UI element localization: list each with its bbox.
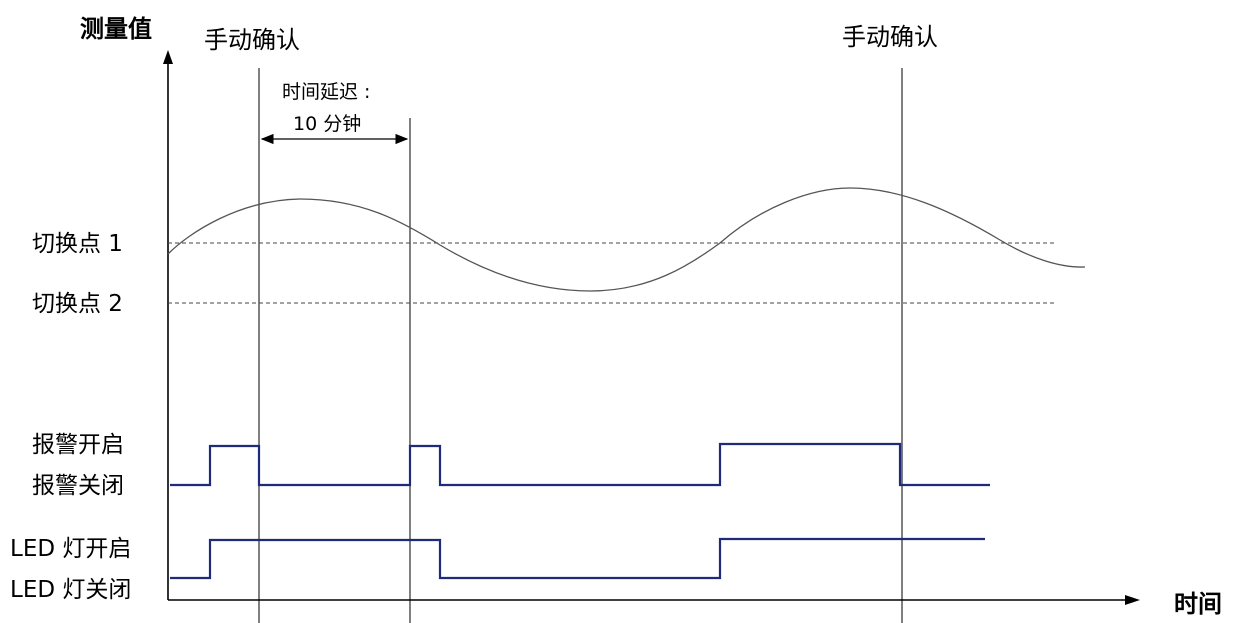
switch-point-1-label: 切换点 1 bbox=[32, 231, 123, 257]
alarm-off-label: 报警关闭 bbox=[32, 473, 124, 499]
led-signal-trace bbox=[170, 537, 985, 580]
x-axis-arrow-icon bbox=[1125, 595, 1140, 605]
alarm-signal-trace bbox=[170, 442, 990, 487]
x-axis-label: 时间 bbox=[1174, 590, 1222, 618]
y-axis-arrow-icon bbox=[163, 50, 173, 64]
manual-ack-label-1: 手动确认 bbox=[204, 26, 300, 54]
led-on-label: LED 灯开启 bbox=[10, 536, 131, 562]
measured-value-curve bbox=[167, 187, 1086, 292]
manual-ack-label-2: 手动确认 bbox=[842, 23, 938, 51]
led-off-label: LED 灯关闭 bbox=[10, 577, 131, 603]
delay-label-line2: 10 分钟 bbox=[293, 113, 361, 135]
alarm-on-label: 报警开启 bbox=[32, 432, 124, 458]
delay-label-line1: 时间延迟 : bbox=[282, 81, 370, 103]
switch-point-2-label: 切换点 2 bbox=[32, 291, 123, 317]
y-axis-label: 测量值 bbox=[80, 15, 152, 43]
